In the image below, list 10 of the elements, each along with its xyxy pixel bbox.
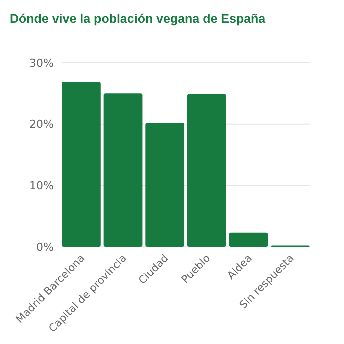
bar — [104, 94, 143, 247]
y-tick-label: 10% — [30, 180, 54, 193]
bar — [229, 232, 268, 247]
bar — [146, 123, 185, 247]
y-tick-label: 30% — [30, 56, 54, 70]
bar — [187, 94, 226, 247]
chart-title: Dónde vive la población vegana de España — [10, 12, 267, 26]
y-tick-label: 20% — [30, 118, 54, 132]
bar — [62, 82, 101, 247]
y-tick-label: 0% — [36, 240, 54, 254]
